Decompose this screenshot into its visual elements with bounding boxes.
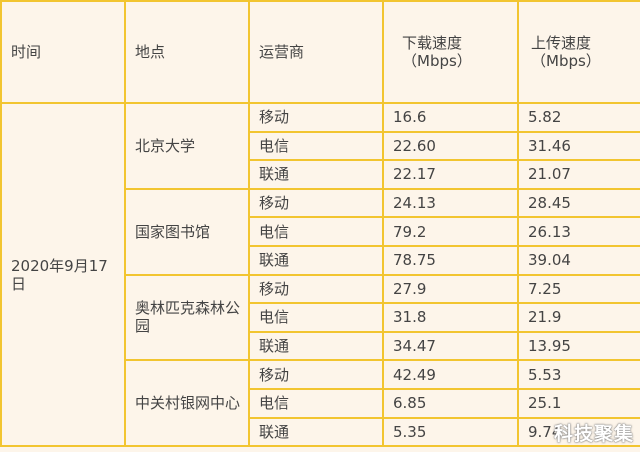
upload-cell: 28.45 (517, 187, 640, 219)
download-cell: 24.13 (382, 187, 519, 219)
watermark: 科技聚集 (553, 423, 634, 445)
table-row: 电信 79.2 26.13 (1, 216, 640, 247)
carrier-cell: 移动 (248, 359, 384, 390)
header-time: 时间 (0, 0, 126, 104)
header-upload: 上传速度 （Mbps） (517, 0, 640, 104)
carrier-cell: 联通 (248, 159, 384, 190)
table-row: 联通 22.17 21.07 (1, 159, 640, 190)
download-cell: 34.47 (382, 330, 519, 362)
carrier-cell: 移动 (248, 273, 384, 305)
carrier-cell: 电信 (248, 130, 384, 162)
table-row: 中关村银网中心 移动 42.49 5.53 (1, 359, 640, 448)
header-carrier: 运营商 (248, 0, 384, 104)
download-cell: 27.9 (382, 273, 519, 305)
upload-cell: 13.95 (517, 330, 640, 362)
upload-cell: 7.25 (517, 273, 640, 305)
upload-cell: 5.53 (517, 359, 640, 390)
download-cell: 5.35 (382, 416, 519, 448)
download-cell: 42.49 (382, 359, 519, 390)
upload-cell: 25.1 (517, 387, 640, 419)
carrier-cell: 电信 (248, 302, 384, 333)
header-location: 地点 (124, 0, 250, 104)
location-cell: 国家图书馆 (124, 187, 250, 276)
table-row: 电信 31.8 21.9 (1, 302, 640, 333)
upload-cell: 21.9 (517, 302, 640, 333)
download-cell: 22.17 (382, 159, 519, 190)
upload-cell: 21.07 (517, 159, 640, 190)
location-cell: 中关村银网中心 (124, 359, 250, 448)
header-row: 时间 地点 运营商 下载速度 （Mbps） 上传速度 （Mbps） (0, 0, 640, 104)
location-cell: 奥林匹克森林公园 (124, 273, 250, 362)
upload-cell: 9.74 (517, 416, 640, 448)
upload-cell: 5.82 (517, 102, 640, 133)
download-cell: 22.60 (382, 130, 519, 162)
carrier-cell: 电信 (248, 216, 384, 247)
upload-cell: 39.04 (517, 244, 640, 276)
table-row: 2020年9月17日 北京大学 移动 16.6 5.82 (0, 101, 640, 448)
carrier-cell: 移动 (248, 187, 384, 219)
download-cell: 79.2 (382, 216, 519, 247)
download-cell: 6.85 (382, 387, 519, 419)
carrier-cell: 联通 (248, 244, 384, 276)
table-row: 国家图书馆 移动 24.13 28.45 (1, 187, 640, 276)
download-cell: 78.75 (382, 244, 519, 276)
table-row: 联通 78.75 39.04 (1, 244, 640, 276)
table-row: 奥林匹克森林公园 移动 27.9 7.25 (1, 273, 640, 362)
table-row: 联通 34.47 13.95 (1, 330, 640, 362)
header-download: 下载速度 （Mbps） (382, 0, 519, 104)
upload-cell: 26.13 (517, 216, 640, 247)
carrier-cell: 联通 (248, 330, 384, 362)
upload-cell: 31.46 (517, 130, 640, 162)
carrier-cell: 电信 (248, 387, 384, 419)
table-row: 电信 6.85 25.1 (1, 387, 640, 419)
download-cell: 31.8 (382, 302, 519, 333)
date-cell: 2020年9月17日 (0, 101, 126, 448)
table-row: 联通 5.35 9.74 (1, 416, 640, 448)
location-cell: 北京大学 (124, 102, 250, 190)
carrier-cell: 移动 (248, 102, 384, 133)
carrier-cell: 联通 (248, 416, 384, 448)
download-cell: 16.6 (382, 102, 519, 133)
